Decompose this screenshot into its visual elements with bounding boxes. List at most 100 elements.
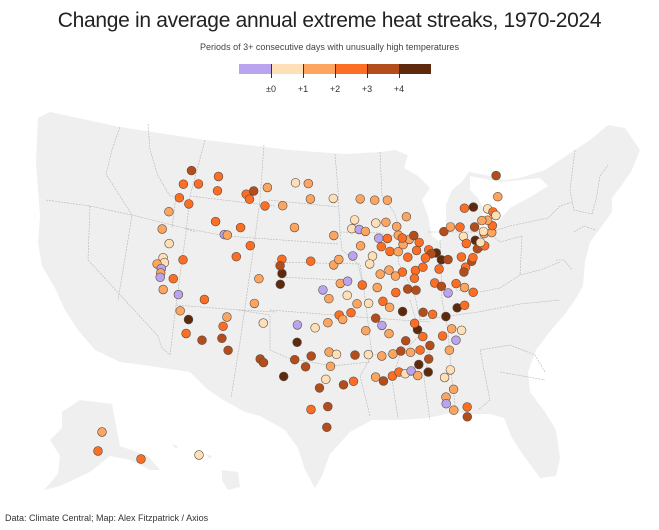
station-dot — [439, 372, 450, 383]
station-dot — [451, 335, 461, 345]
station-dot — [384, 302, 395, 312]
station-dot — [164, 238, 174, 249]
station-dot — [260, 201, 270, 211]
station-dot — [397, 306, 408, 317]
legend-swatch — [367, 64, 399, 74]
station-dot — [418, 262, 428, 272]
legend-label: ±0 — [266, 84, 276, 94]
station-dot — [306, 351, 316, 361]
station-dot — [178, 179, 189, 189]
station-dot — [305, 194, 316, 204]
station-dot — [385, 246, 395, 257]
legend-swatch — [399, 64, 431, 74]
station-dot — [409, 273, 420, 283]
station-dot — [414, 359, 424, 370]
station-dot — [367, 251, 378, 261]
station-dot — [197, 335, 207, 345]
station-dot — [456, 252, 467, 262]
station-dot — [183, 314, 194, 325]
station-dot — [184, 199, 194, 209]
station-dot — [193, 179, 204, 189]
station-dot — [217, 333, 227, 343]
station-dot — [164, 207, 174, 217]
station-dot — [93, 446, 103, 456]
legend-tick — [399, 64, 400, 78]
station-dot — [258, 318, 268, 328]
station-dot — [328, 193, 338, 204]
station-dot — [363, 349, 374, 360]
station-dot — [357, 280, 367, 290]
station-dot — [375, 269, 385, 279]
great-lakes-water — [404, 148, 470, 242]
station-dot — [97, 427, 107, 437]
station-dot — [361, 326, 371, 336]
station-dot — [277, 268, 287, 279]
station-dot — [441, 399, 451, 409]
station-dot — [409, 318, 420, 328]
source-credit: Data: Climate Central; Map: Alex Fitzpat… — [5, 513, 209, 523]
station-dot — [218, 321, 228, 331]
station-dot — [403, 252, 413, 262]
station-points — [93, 165, 503, 464]
station-dot — [477, 215, 487, 226]
station-dot — [338, 314, 348, 325]
station-dot — [334, 254, 344, 265]
station-dot — [378, 376, 389, 386]
station-dot — [396, 346, 406, 356]
station-dot — [381, 217, 391, 228]
station-dot — [371, 218, 381, 228]
station-dot — [155, 272, 165, 282]
station-dot — [374, 233, 384, 243]
legend-label: +1 — [297, 84, 309, 94]
station-dot — [178, 255, 188, 265]
station-dot — [445, 222, 456, 232]
station-dot — [390, 271, 401, 281]
station-dot — [411, 245, 422, 256]
station-dot — [158, 284, 168, 295]
station-dot — [168, 274, 179, 284]
station-dot — [174, 193, 185, 203]
station-dot — [223, 345, 233, 355]
station-dot — [310, 323, 320, 333]
station-dot — [445, 365, 456, 375]
station-dot — [439, 226, 449, 237]
station-dot — [173, 289, 184, 300]
station-dot — [448, 384, 459, 394]
station-dot — [186, 165, 197, 176]
station-dot — [413, 370, 423, 381]
station-dot — [322, 422, 332, 432]
hawaii-shape — [172, 444, 240, 490]
legend-swatch — [239, 64, 271, 74]
station-dot — [323, 401, 333, 412]
station-dot — [425, 340, 435, 351]
station-dot — [175, 306, 185, 316]
station-dot — [136, 454, 146, 464]
station-dot — [346, 308, 356, 318]
station-dot — [376, 242, 386, 252]
station-dot — [436, 281, 447, 291]
station-dot — [478, 226, 489, 237]
station-dot — [451, 278, 461, 289]
station-dot — [475, 237, 486, 248]
station-dot — [397, 233, 407, 243]
station-dot — [355, 241, 366, 251]
legend-label: +2 — [329, 84, 341, 94]
station-dot — [443, 254, 453, 265]
station-dot — [459, 267, 469, 277]
station-dot — [360, 226, 371, 237]
station-dot — [384, 265, 394, 275]
station-dot — [444, 345, 455, 355]
station-dot — [329, 230, 339, 241]
station-dot — [469, 222, 480, 232]
station-dot — [384, 328, 394, 339]
station-dot — [363, 298, 374, 308]
station-dot — [278, 201, 288, 211]
station-dot — [424, 354, 434, 364]
station-dot — [437, 331, 448, 341]
station-dot — [342, 290, 352, 300]
station-dot — [459, 300, 470, 310]
station-dot — [411, 285, 421, 295]
station-dot — [279, 371, 289, 382]
station-dot — [382, 233, 393, 244]
